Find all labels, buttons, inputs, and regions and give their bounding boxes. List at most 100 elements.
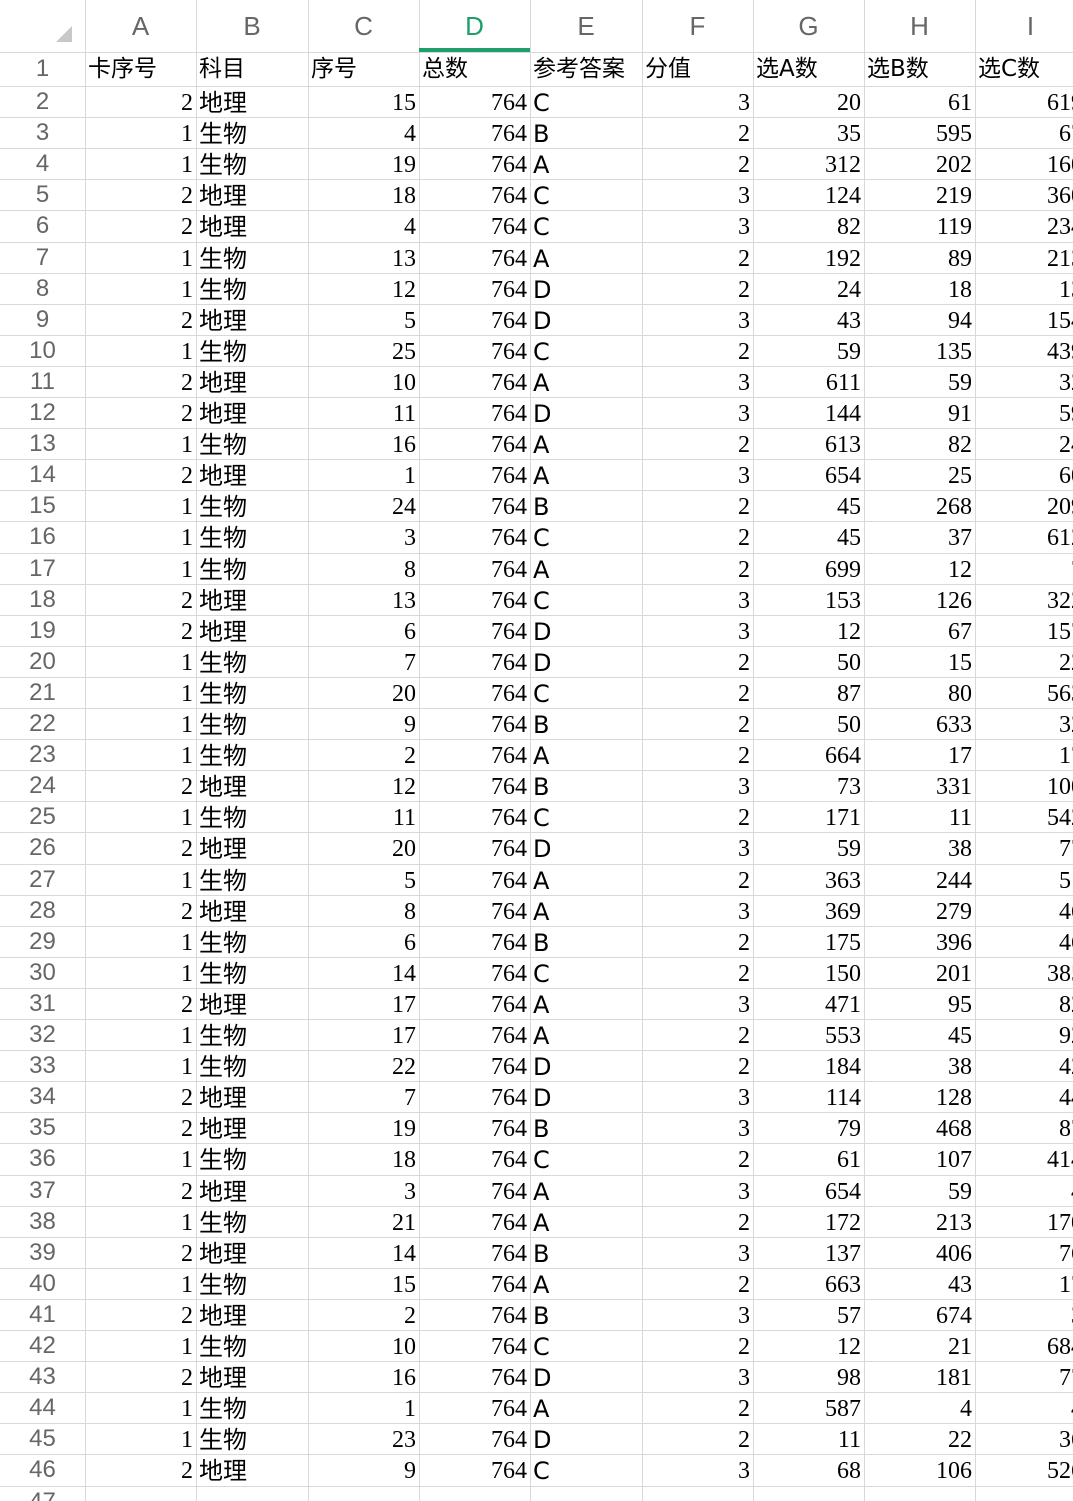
cell: 157 xyxy=(1047,618,1073,645)
column-header[interactable]: G xyxy=(798,11,819,41)
row-header[interactable]: 40 xyxy=(29,1269,56,1297)
row-header[interactable]: 4 xyxy=(35,150,50,178)
row-header[interactable]: 13 xyxy=(29,430,56,458)
row-line xyxy=(0,1267,1073,1269)
row-header[interactable]: 26 xyxy=(29,834,56,862)
row-header[interactable]: 27 xyxy=(29,865,56,893)
row-header[interactable]: 29 xyxy=(29,927,56,955)
row-header[interactable]: 35 xyxy=(29,1114,56,1142)
cell: B xyxy=(533,928,550,957)
column-header[interactable]: F xyxy=(689,11,706,41)
cell: C xyxy=(533,337,550,366)
row-header[interactable]: 17 xyxy=(29,554,56,582)
row-line xyxy=(0,459,1073,461)
cell: C xyxy=(533,524,550,553)
row-header[interactable]: 22 xyxy=(29,710,56,737)
row-header[interactable]: 36 xyxy=(29,1145,56,1173)
row-line xyxy=(0,272,1073,274)
cell: B xyxy=(533,120,550,149)
cell: 764 xyxy=(491,401,527,427)
row-header[interactable]: 45 xyxy=(29,1425,56,1453)
row-line xyxy=(0,770,1073,772)
row-header[interactable]: 12 xyxy=(29,399,56,426)
row-header[interactable]: 2 xyxy=(35,88,50,115)
row-header[interactable]: 6 xyxy=(35,212,50,240)
cell: 1 xyxy=(181,1396,193,1423)
column-header[interactable]: E xyxy=(577,11,595,41)
row-header[interactable]: 10 xyxy=(29,336,56,364)
cell: 10 xyxy=(392,369,416,396)
row-header[interactable]: 44 xyxy=(29,1394,56,1422)
cell: 3 xyxy=(738,369,750,396)
row-header[interactable]: 3 xyxy=(35,119,50,147)
cell: 57 xyxy=(837,1302,861,1329)
row-header[interactable]: 20 xyxy=(29,647,56,675)
column-line xyxy=(308,0,309,1501)
row-line xyxy=(0,1485,1073,1487)
row-header[interactable]: 1 xyxy=(35,55,50,82)
cell: 2 xyxy=(181,1178,193,1205)
cell: 114 xyxy=(825,1085,861,1112)
cell: 16 xyxy=(392,432,416,459)
cell: 542 xyxy=(1047,805,1073,832)
column-header[interactable]: B xyxy=(243,11,261,41)
row-header[interactable]: 32 xyxy=(29,1021,56,1048)
cell: 764 xyxy=(491,960,527,987)
row-header[interactable]: 21 xyxy=(29,678,56,706)
cell: 2 xyxy=(181,307,193,334)
row-header[interactable]: 9 xyxy=(35,305,50,333)
column-header[interactable]: H xyxy=(910,11,929,41)
row-header[interactable]: 18 xyxy=(29,585,56,613)
cell: 19 xyxy=(392,152,416,179)
row-header[interactable]: 8 xyxy=(35,274,50,302)
row-header[interactable]: 23 xyxy=(29,741,56,769)
row-header[interactable]: 34 xyxy=(29,1083,56,1111)
row-header[interactable]: 7 xyxy=(35,243,50,271)
column-header[interactable]: C xyxy=(354,11,373,41)
row-header[interactable]: 33 xyxy=(29,1052,56,1080)
cell: 20 xyxy=(837,90,861,116)
cell: 25 xyxy=(948,463,972,490)
row-header[interactable]: 31 xyxy=(29,989,56,1017)
cell: 1 xyxy=(181,556,193,583)
row-line xyxy=(0,925,1073,927)
row-header[interactable]: 41 xyxy=(29,1300,56,1328)
cell: D xyxy=(533,1364,552,1393)
row-header[interactable]: 39 xyxy=(29,1238,56,1266)
cell: 153 xyxy=(825,587,861,614)
row-header[interactable]: 46 xyxy=(29,1456,56,1484)
row-header[interactable]: 37 xyxy=(29,1176,56,1204)
cell: 7 xyxy=(404,1085,416,1112)
cell: 4 xyxy=(404,121,416,148)
row-header[interactable]: 16 xyxy=(29,523,56,551)
cell: 2 xyxy=(738,1054,750,1081)
cell: 2 xyxy=(738,1396,750,1423)
row-header[interactable]: 14 xyxy=(29,461,56,489)
row-header[interactable]: 19 xyxy=(29,616,56,644)
row-line xyxy=(0,1143,1073,1145)
cell: 15 xyxy=(392,1271,416,1298)
cell: A xyxy=(533,1208,550,1237)
row-header[interactable]: 28 xyxy=(29,896,56,924)
row-header[interactable]: 11 xyxy=(30,367,55,395)
row-header[interactable]: 38 xyxy=(29,1207,56,1235)
column-line xyxy=(864,0,865,1501)
row-header[interactable]: 43 xyxy=(29,1363,56,1391)
row-header[interactable]: 5 xyxy=(35,181,50,209)
cell: 51 xyxy=(1059,867,1073,894)
cell: C xyxy=(533,586,550,615)
column-header[interactable]: I xyxy=(1026,11,1035,41)
row-line xyxy=(0,117,1073,119)
row-header[interactable]: 24 xyxy=(29,772,56,800)
row-header[interactable]: 30 xyxy=(29,958,56,986)
cell: 59 xyxy=(948,369,972,396)
row-header[interactable]: 25 xyxy=(29,803,56,831)
row-header[interactable]: 47 xyxy=(29,1487,56,1501)
column-header[interactable]: A xyxy=(131,11,150,41)
row-header[interactable]: 42 xyxy=(29,1332,56,1359)
column-header[interactable]: D xyxy=(465,11,484,41)
cell: 35 xyxy=(837,121,861,148)
row-header[interactable]: 15 xyxy=(29,492,56,520)
select-all-corner[interactable] xyxy=(0,0,85,52)
cell: 612 xyxy=(1047,525,1073,552)
